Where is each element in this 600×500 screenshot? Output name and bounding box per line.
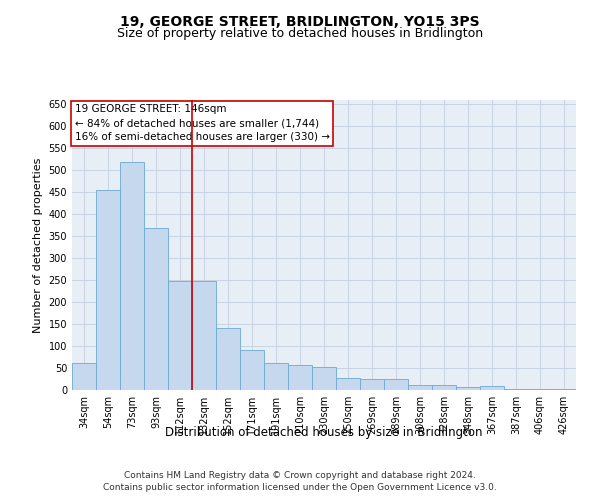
Bar (480, 386, 504, 390)
Bar (168, 281, 192, 390)
Text: Contains public sector information licensed under the Open Government Licence v3: Contains public sector information licen… (103, 484, 497, 492)
Bar (96, 190, 120, 390)
Bar (336, 378, 360, 390)
Bar (288, 365, 312, 390)
Bar (384, 378, 408, 390)
Bar (192, 281, 216, 390)
Bar (216, 328, 240, 390)
Bar (408, 385, 432, 390)
Bar (240, 350, 264, 390)
Bar (312, 366, 336, 390)
Text: 19, GEORGE STREET, BRIDLINGTON, YO15 3PS: 19, GEORGE STREET, BRIDLINGTON, YO15 3PS (120, 15, 480, 29)
Bar (456, 388, 480, 390)
Bar (120, 162, 144, 390)
Text: Distribution of detached houses by size in Bridlington: Distribution of detached houses by size … (165, 426, 483, 439)
Bar (72, 363, 96, 390)
Text: Size of property relative to detached houses in Bridlington: Size of property relative to detached ho… (117, 28, 483, 40)
Bar (528, 388, 552, 390)
Text: Contains HM Land Registry data © Crown copyright and database right 2024.: Contains HM Land Registry data © Crown c… (124, 471, 476, 480)
Bar (144, 228, 168, 390)
Y-axis label: Number of detached properties: Number of detached properties (33, 158, 43, 332)
Bar (504, 388, 528, 390)
Bar (432, 385, 456, 390)
Bar (552, 388, 576, 390)
Bar (264, 363, 288, 390)
Text: 19 GEORGE STREET: 146sqm
← 84% of detached houses are smaller (1,744)
16% of sem: 19 GEORGE STREET: 146sqm ← 84% of detach… (74, 104, 329, 142)
Bar (360, 378, 384, 390)
